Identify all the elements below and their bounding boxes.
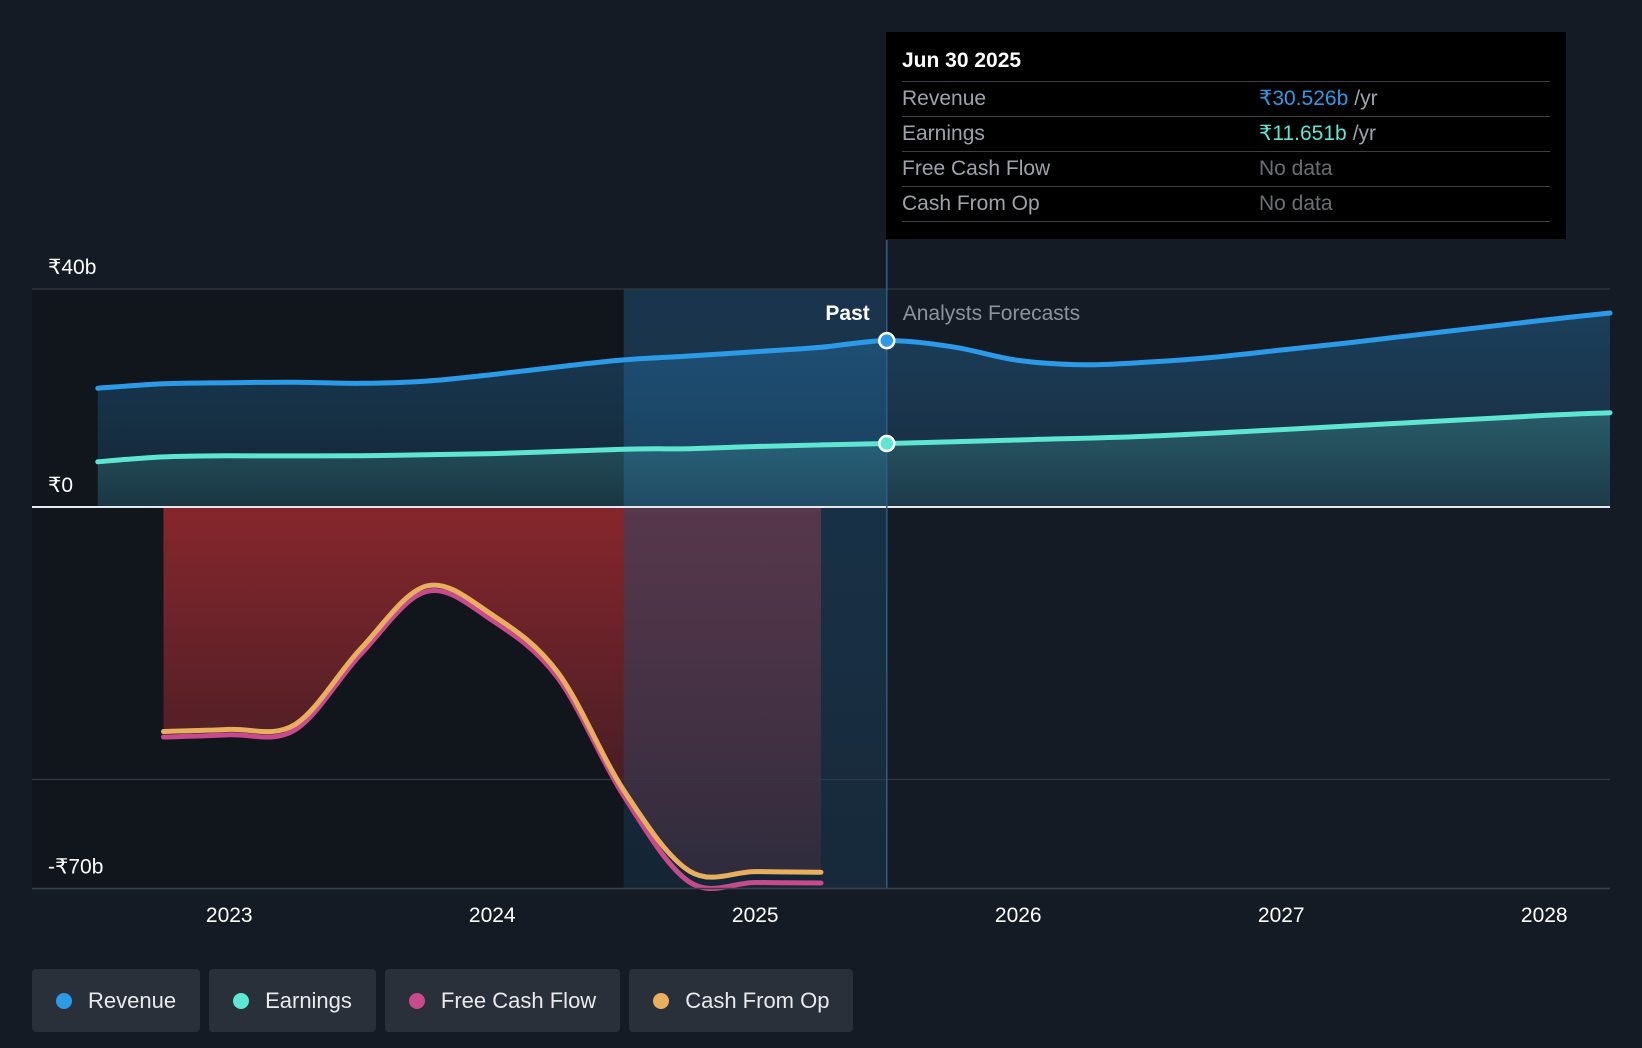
forecast-label: Analysts Forecasts [903,302,1080,325]
legend-label: Earnings [265,987,352,1013]
tooltip-label: Cash From Op [902,192,1040,215]
tooltip-row-earnings: Earnings ₹11.651b /yr [902,116,1550,151]
legend-label: Free Cash Flow [440,987,597,1013]
tooltip-unit: /yr [1354,87,1378,110]
y-tick-label: ₹40b [48,256,96,279]
x-tick-label: 2027 [1258,904,1305,927]
tooltip-row-revenue: Revenue ₹30.526b /yr [902,81,1550,116]
x-tick-label: 2025 [732,904,779,927]
tooltip-fcf-value: No data [1259,157,1333,180]
tooltip-label: Earnings [902,122,985,145]
cash-from-op-line [161,582,824,880]
legend-label: Revenue [88,987,177,1013]
earnings-area [97,412,1610,507]
x-tick-label: 2024 [469,904,516,927]
tooltip-label: Revenue [902,87,987,110]
tooltip-cfo-value: No data [1259,192,1333,215]
tooltip-date: Jun 30 2025 [902,49,1022,72]
y-tick-label: ₹0 [48,474,73,497]
x-tick-label: 2028 [1521,904,1568,927]
cash-from-op-dot-icon [653,992,670,1009]
legend-item-free-cash-flow[interactable]: Free Cash Flow [384,969,621,1032]
y-tick-label: -₹70b [48,856,103,879]
tooltip-revenue-value: ₹30.526b [1259,87,1349,110]
legend-item-revenue[interactable]: Revenue [32,969,201,1032]
legend: Revenue Earnings Free Cash Flow Cash Fro… [32,969,862,1032]
legend-item-cash-from-op[interactable]: Cash From Op [629,969,854,1032]
x-tick-label: 2023 [206,904,253,927]
tooltip-row-free-cash-flow: Free Cash Flow No data [902,151,1550,186]
revenue-line [95,310,1613,391]
tooltip-row-cash-from-op: Cash From Op No data [902,186,1550,222]
x-tick-label: 2026 [995,904,1042,927]
past-label: Past [825,302,869,325]
revenue-marker [878,331,896,350]
earnings-line [95,410,1613,465]
tooltip-label: Free Cash Flow [902,157,1051,180]
revenue-dot-icon [56,992,72,1009]
legend-item-earnings[interactable]: Earnings [209,969,376,1032]
tooltip-earnings-value: ₹11.651b [1259,122,1347,145]
legend-label: Cash From Op [685,987,830,1013]
earnings-marker [878,434,896,453]
earnings-dot-icon [233,992,250,1009]
tooltip: Jun 30 2025 Revenue ₹30.526b /yr Earning… [886,32,1566,239]
tooltip-unit: /yr [1352,122,1377,145]
free-cash-flow-dot-icon [408,992,425,1009]
cashflow-below-area [163,585,821,889]
free-cash-flow-line [161,588,824,891]
